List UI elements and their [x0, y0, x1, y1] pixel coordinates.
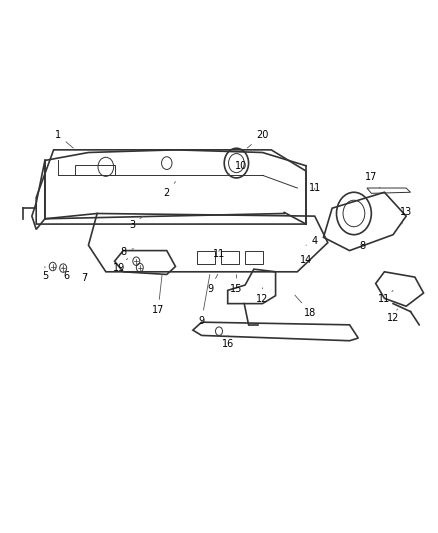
Text: 9: 9 [198, 274, 210, 326]
Text: 9: 9 [207, 274, 218, 294]
Text: 2: 2 [164, 182, 176, 198]
Text: 11: 11 [378, 290, 393, 304]
Text: 11: 11 [309, 183, 321, 193]
Text: 8: 8 [120, 247, 134, 257]
Text: 17: 17 [365, 172, 380, 188]
Text: 11: 11 [213, 249, 225, 260]
Text: 18: 18 [295, 295, 317, 318]
Text: 16: 16 [222, 335, 234, 350]
Text: 10: 10 [228, 161, 247, 175]
Text: 5: 5 [42, 266, 48, 280]
Text: 17: 17 [152, 274, 164, 315]
Text: 4: 4 [306, 236, 318, 246]
Text: 14: 14 [300, 255, 312, 264]
Text: 20: 20 [247, 130, 268, 148]
Text: 8: 8 [360, 241, 366, 252]
Text: 19: 19 [113, 259, 127, 272]
Text: 7: 7 [81, 273, 87, 283]
Text: 1: 1 [55, 130, 73, 148]
Text: 12: 12 [256, 288, 268, 304]
Text: 12: 12 [387, 309, 399, 323]
Text: 3: 3 [129, 216, 143, 230]
Text: 13: 13 [400, 207, 412, 224]
Text: 6: 6 [62, 268, 70, 280]
Text: 15: 15 [230, 274, 243, 294]
